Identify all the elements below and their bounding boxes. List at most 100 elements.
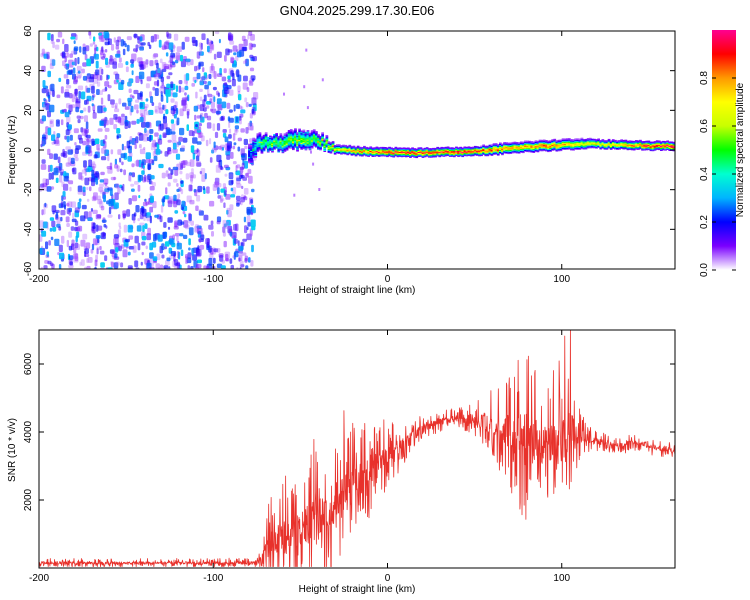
heatmap-cell [390, 151, 393, 154]
heatmap-noise-cell [192, 254, 198, 261]
heatmap-cell [348, 147, 352, 150]
heatmap-cell [373, 147, 377, 149]
heatmap-noise-cell [75, 227, 81, 232]
heatmap-noise-cell [227, 33, 234, 41]
heatmap-cell [331, 148, 335, 150]
heatmap-cell [490, 153, 494, 155]
heatmap-noise-cell [97, 225, 103, 231]
heatmap-noise-cell [201, 33, 206, 40]
heatmap-noise-cell [131, 53, 137, 62]
heatmap-cell [616, 145, 619, 147]
heatmap-noise-cell [184, 85, 189, 91]
heatmap-cell [310, 142, 314, 144]
heatmap-cell [367, 149, 370, 151]
heatmap-x-tick-label: 100 [553, 274, 570, 285]
heatmap-cell [519, 145, 523, 148]
heatmap-noise-cell [251, 244, 254, 253]
heatmap-noise-cell [212, 183, 217, 191]
heatmap-cell [446, 153, 450, 156]
heatmap-noise-cell [223, 164, 229, 168]
heatmap-noise-cell [99, 200, 104, 208]
heatmap-cell [534, 147, 538, 149]
heatmap-cell [616, 146, 619, 148]
heatmap-noise-cell [98, 32, 102, 36]
heatmap-cell [342, 151, 345, 154]
heatmap-cell [580, 142, 584, 145]
heatmap-cell [570, 140, 573, 142]
colorbar-tick-label: 0.6 [699, 119, 710, 133]
heatmap-cell [331, 147, 335, 149]
heatmap-cell [595, 145, 598, 147]
heatmap-noise-cell [66, 135, 70, 143]
heatmap-cell [444, 150, 448, 153]
heatmap-x-tick-label: -200 [29, 274, 49, 285]
heatmap-cell [271, 140, 274, 142]
heatmap-cell [557, 141, 561, 144]
heatmap-cell [250, 145, 253, 147]
heatmap-cell [526, 140, 529, 143]
heatmap-cell [283, 145, 287, 147]
heatmap-cell [289, 145, 293, 147]
heatmap-noise-cell [221, 101, 227, 109]
heatmap-cell [655, 144, 659, 146]
heatmap-cell [605, 143, 609, 145]
heatmap-noise-cell [195, 205, 199, 211]
heatmap-cell [369, 147, 373, 149]
heatmap-noise-cell [136, 75, 139, 80]
heatmap-cell [622, 143, 626, 146]
heatmap-cell [287, 143, 291, 146]
heatmap-noise-cell [47, 164, 51, 173]
heatmap-noise-cell [164, 151, 169, 157]
heatmap-cell [574, 141, 577, 143]
heatmap-cell [476, 153, 479, 155]
heatmap-noise-cell [127, 81, 132, 87]
heatmap-cell [262, 146, 266, 149]
heatmap-cell [672, 143, 675, 146]
heatmap-cell [576, 143, 580, 145]
heatmap-cell [657, 145, 661, 148]
heatmap-cell [494, 146, 498, 148]
heatmap-cell [254, 156, 258, 158]
heatmap-cell [384, 154, 387, 157]
heatmap-cell [662, 141, 665, 144]
heatmap-cell [574, 145, 577, 147]
heatmap-noise-cell [149, 60, 154, 67]
heatmap-noise-cell [134, 104, 139, 110]
heatmap-cell [536, 141, 540, 144]
heatmap-cell [252, 155, 255, 158]
heatmap-cell [618, 148, 621, 150]
heatmap-cell [292, 133, 295, 136]
heatmap-cell [505, 148, 508, 150]
heatmap-cell [302, 137, 306, 140]
heatmap-cell [258, 147, 262, 149]
heatmap-cell [534, 143, 538, 145]
heatmap-cell [568, 141, 571, 143]
heatmap-noise-cell [153, 74, 157, 78]
heatmap-cell [578, 147, 582, 149]
heatmap-cell [639, 142, 642, 145]
heatmap-noise-cell [167, 182, 171, 187]
heatmap-cell [269, 140, 272, 143]
heatmap-cell [473, 147, 477, 150]
heatmap-cell [350, 153, 354, 155]
heatmap-cell [331, 144, 335, 146]
heatmap-cell [252, 138, 255, 141]
heatmap-cell [300, 134, 304, 137]
heatmap-cell [386, 148, 389, 151]
heatmap-cell [252, 143, 255, 146]
heatmap-cell [367, 151, 370, 153]
heatmap-cell [593, 143, 596, 146]
heatmap-cell [482, 148, 485, 150]
heatmap-cell [258, 142, 262, 144]
heatmap-noise-cell [79, 46, 82, 53]
heatmap-cell [285, 142, 289, 144]
heatmap-cell [570, 147, 573, 149]
heatmap-cell [340, 147, 343, 149]
heatmap-noise-cell [79, 110, 84, 114]
heatmap-noise-cell [101, 46, 104, 53]
heatmap-cell [442, 149, 446, 151]
heatmap-noise-cell [177, 141, 181, 146]
heatmap-cell [250, 160, 253, 162]
heatmap-cell [321, 133, 324, 135]
heatmap-noise-cell [243, 188, 249, 195]
